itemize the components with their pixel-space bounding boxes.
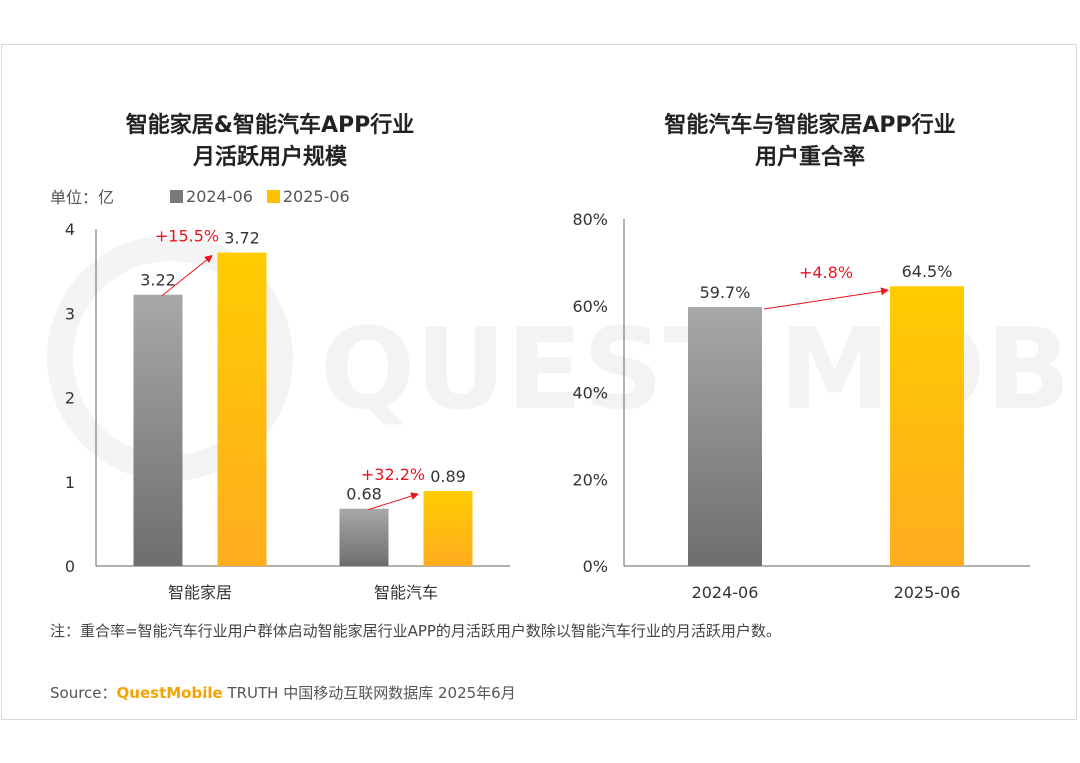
left-y-tick-label: 4 (65, 220, 75, 239)
right-y-tick-label: 80% (572, 210, 608, 229)
source-brand: QuestMobile (116, 684, 223, 702)
bar-2024-06-0 (133, 294, 183, 566)
footnote: 注：重合率=智能汽车行业用户群体启动智能家居行业APP的月活跃用户数除以智能汽车… (50, 622, 781, 640)
bar-value-label: 0.89 (430, 467, 466, 486)
right-bar-chart: 0% 20% 40% 60% 80% 59.7% 2024-06 64.5% 2025-06 +4… (572, 210, 1030, 602)
overlap-bar-value-label: 59.7% (700, 283, 751, 302)
right-y-tick-label: 20% (572, 470, 608, 489)
right-y-tick-label: 0% (583, 557, 608, 576)
overlap-growth-arrow (763, 287, 889, 310)
right-y-tick-label: 40% (572, 384, 608, 403)
left-x-tick-label: 智能汽车 (374, 583, 438, 602)
bar-value-label: 3.72 (224, 229, 260, 248)
legend-label-2024: 2024-06 (186, 186, 253, 206)
right-chart-title: 智能汽车与智能家居APP行业 用户重合率 (610, 110, 1010, 174)
legend-swatch-2025 (266, 189, 280, 203)
overlap-bar-2025-06 (890, 286, 964, 566)
legend-item-2024: 2024-06 (170, 187, 253, 206)
left-y-tick-label: 2 (65, 389, 75, 408)
legend: 单位：亿 2024-06 2025-06 (50, 184, 364, 208)
right-y-tick-label: 60% (572, 297, 608, 316)
legend-swatch-2024 (170, 189, 184, 203)
source-prefix: Source： (50, 684, 117, 702)
source-line: Source：QuestMobile TRUTH 中国移动互联网数据库 2025… (50, 682, 516, 703)
right-chart-title-line1: 智能汽车与智能家居APP行业 (664, 113, 956, 138)
growth-arrow (161, 254, 213, 297)
left-bar-chart: 0 1 2 3 4 3.22 3.72 +15.5% 智能家居 0.68 0.89 +32.2% 智能汽… (65, 220, 510, 602)
growth-arrow (367, 492, 419, 511)
legend-label-2025: 2025-06 (282, 186, 350, 206)
unit-label: 单位：亿 (50, 188, 115, 207)
bar-2024-06-1 (339, 508, 389, 566)
bar-2025-06-1 (423, 491, 473, 566)
growth-label: +15.5% (155, 227, 219, 246)
right-x-tick-label: 2025-06 (894, 583, 961, 602)
left-chart-title-line1: 智能家居&智能汽车APP行业 (125, 113, 415, 138)
bar-2025-06-0 (217, 252, 267, 566)
source-suffix: TRUTH 中国移动互联网数据库 2025年6月 (222, 684, 516, 702)
growth-label: +32.2% (361, 465, 425, 484)
left-chart-title-line2: 月活跃用户规模 (192, 145, 347, 170)
overlap-growth-label: +4.8% (799, 263, 853, 282)
overlap-bar-value-label: 64.5% (902, 262, 953, 281)
bar-value-label: 3.22 (140, 271, 176, 290)
left-y-tick-label: 0 (65, 557, 75, 576)
left-chart-title: 智能家居&智能汽车APP行业 月活跃用户规模 (70, 110, 470, 174)
bar-value-label: 0.68 (346, 485, 382, 504)
left-x-tick-label: 智能家居 (168, 583, 232, 602)
left-y-tick-label: 1 (65, 473, 75, 492)
legend-item-2025: 2025-06 (266, 186, 350, 206)
right-chart-title-line2: 用户重合率 (754, 145, 865, 170)
right-x-tick-label: 2024-06 (692, 583, 759, 602)
overlap-bar-2024-06 (688, 307, 762, 566)
left-y-tick-label: 3 (65, 304, 75, 323)
